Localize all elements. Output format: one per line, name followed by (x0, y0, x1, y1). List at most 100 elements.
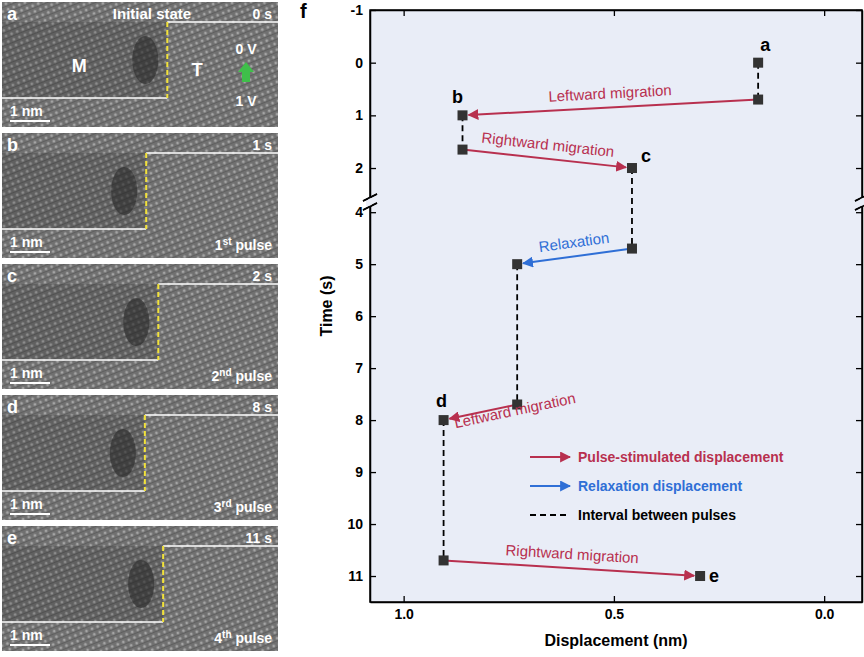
tick (856, 576, 862, 577)
plot-area (439, 58, 764, 581)
micrograph (2, 2, 278, 127)
scale-bar (10, 251, 50, 253)
panel-letter: e (7, 528, 17, 548)
legend-label: Pulse-stimulated displacement (578, 449, 784, 465)
m-region (2, 22, 167, 98)
image-panel: e 11 s 1 nm 4th pulse (2, 526, 278, 651)
tick-label: 1 (355, 107, 363, 123)
tick-mark (856, 576, 862, 577)
point (753, 58, 763, 68)
point (458, 110, 468, 120)
tick-label: 8 (355, 412, 363, 428)
arrow (469, 100, 759, 115)
panel-letter: d (7, 397, 18, 417)
field-arrow (238, 62, 254, 82)
figure: a0 sInitial stateMT0 V1 V1 nmb1 s1 nm1st… (0, 0, 864, 657)
tick-mark (856, 168, 862, 169)
interface-line (2, 621, 163, 623)
tick-mark (824, 10, 825, 16)
tick-label: 11 (348, 568, 363, 584)
tick-mark (370, 524, 376, 525)
tick (824, 10, 825, 16)
scale-bar-label: 1 nm (10, 365, 43, 381)
y-axis: -10124567891011 (347, 2, 376, 603)
legend-item: Pulse-stimulated displacement (530, 449, 784, 465)
boundary-line (157, 284, 159, 360)
axis-break (363, 194, 377, 210)
scale-bar-label: 1 nm (10, 627, 43, 643)
m-region (2, 415, 145, 491)
scale-bar-label: 1 nm (10, 103, 43, 119)
tick-mark (856, 264, 862, 265)
arrow-label: Rightward migration (505, 541, 639, 566)
tick-mark (856, 115, 862, 116)
micrograph (2, 395, 278, 520)
boundary-line (145, 153, 147, 229)
tick (856, 472, 862, 473)
tick: 5 (355, 256, 376, 272)
point (439, 415, 449, 425)
axis-break (855, 194, 864, 210)
interface-line (2, 97, 167, 99)
legend-symbol (530, 485, 570, 487)
image-panel: a0 sInitial stateMT0 V1 V1 nm (2, 2, 278, 127)
micrograph (2, 526, 278, 651)
tick (856, 168, 862, 169)
tick-label: 1.0 (394, 606, 414, 622)
phase-label: T (192, 60, 203, 80)
panel-letter: b (7, 135, 18, 155)
tick-mark (370, 420, 376, 421)
tick-mark (403, 10, 404, 16)
tick-label: 0.0 (815, 606, 835, 622)
panel-letter: a (7, 4, 18, 24)
tick (856, 63, 862, 64)
interface-contrast (110, 429, 136, 477)
tick-mark (856, 63, 862, 64)
arrow (444, 560, 695, 575)
tick-label: 4 (355, 204, 363, 220)
tick: 4 (355, 204, 376, 220)
interface-contrast (132, 36, 158, 84)
tick-label: 0 (355, 55, 363, 71)
scale-bar (10, 382, 50, 384)
phase-label: M (72, 56, 87, 76)
legend-item: Interval between pulses (530, 507, 736, 523)
interval-line (631, 168, 633, 249)
legend: Pulse-stimulated displacementRelaxation … (530, 449, 784, 523)
image-panel: b1 s1 nm1st pulse (2, 133, 278, 258)
m-region (2, 546, 163, 622)
tick: 11 (348, 568, 376, 584)
x-axis-top (371, 10, 863, 16)
interface-line (2, 228, 146, 230)
m-region (2, 284, 158, 360)
tick-mark (403, 596, 404, 602)
interface-contrast (111, 167, 137, 215)
voltage-label: 0 V (235, 41, 257, 57)
tick-mark (856, 420, 862, 421)
legend-symbol (530, 456, 570, 458)
tick-mark (824, 596, 825, 602)
tick-mark (856, 524, 862, 525)
tick-mark (370, 368, 376, 369)
tick-mark (856, 212, 862, 213)
point (512, 259, 522, 269)
time-label: 11 s (246, 530, 273, 546)
annotations: Leftward migrationRightward migrationLef… (436, 35, 771, 586)
pulse-label: 1st pulse (215, 236, 272, 254)
point (695, 571, 705, 581)
interface-line (2, 359, 158, 361)
arrow-label: Leftward migration (548, 81, 672, 105)
pulse-label: 4th pulse (214, 629, 272, 647)
plot-frame (370, 10, 862, 602)
interface-contrast (123, 298, 149, 346)
voltage-label: 1 V (235, 93, 257, 109)
interval-line (443, 420, 445, 560)
tick-label: 5 (355, 256, 363, 272)
boundary-line (166, 22, 168, 98)
interval-line (516, 264, 518, 404)
tick: 10 (347, 516, 376, 532)
tick-label: 0.5 (605, 606, 625, 622)
micrograph (2, 133, 278, 258)
image-panel: c2 s1 nm2nd pulse (2, 264, 278, 389)
image-panel: d8 s1 nm3rd pulse (2, 395, 278, 520)
